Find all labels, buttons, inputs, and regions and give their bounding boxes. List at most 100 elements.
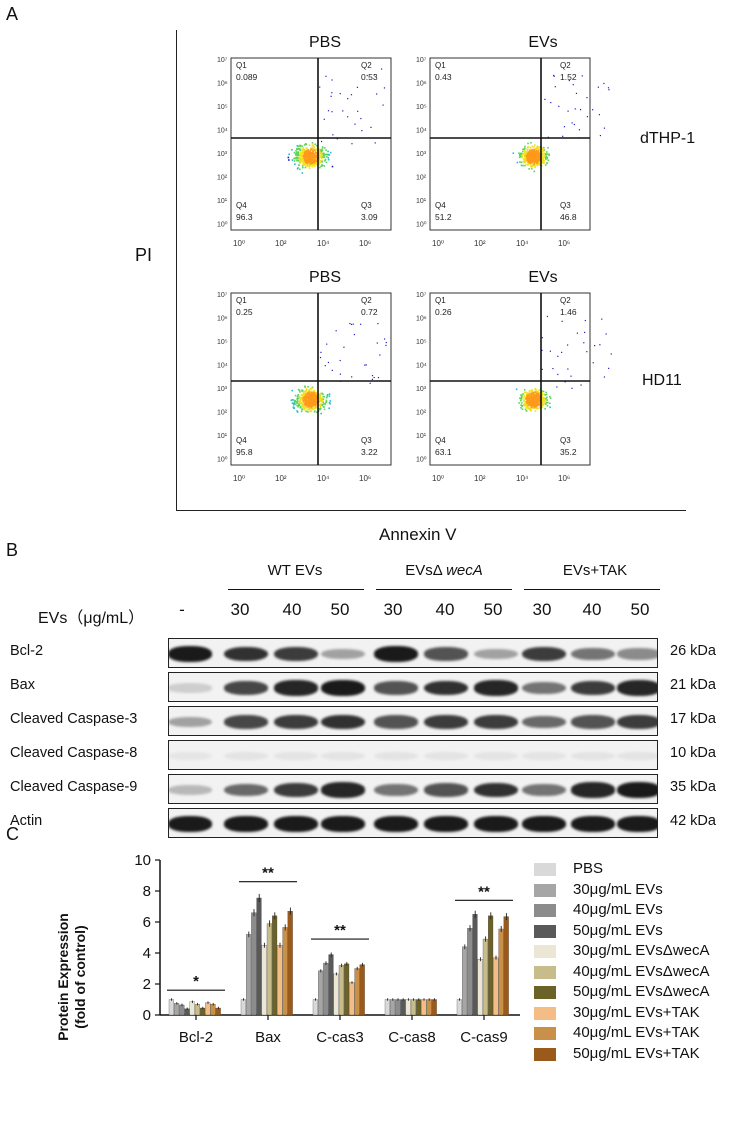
bar-2-1 [318, 970, 324, 1016]
y-tick-label: 10³ [217, 151, 228, 158]
blot-band [374, 816, 418, 832]
legend-label: 30μg/mL EVsΔwecA [573, 942, 710, 959]
bar-0-2 [179, 1004, 185, 1016]
blot-band [374, 715, 418, 729]
conc-label: 30 [532, 600, 552, 619]
quadrant-value: 0.43 [435, 72, 452, 82]
panel-a-border [176, 30, 177, 510]
bar-3-7 [421, 999, 427, 1016]
blot-band [374, 783, 418, 797]
blot-band [224, 715, 268, 729]
blot-band [571, 816, 615, 832]
y-tick-label: 10⁷ [217, 57, 228, 64]
x-tick-label: 10⁶ [359, 239, 371, 248]
quadrant-name: Q2 [560, 296, 571, 305]
bar-1-6 [272, 915, 278, 1016]
group-label-evs-delta: EVsΔ [405, 562, 442, 579]
quadrant-name: Q1 [435, 61, 446, 70]
quadrant-name: Q1 [236, 61, 247, 70]
x-tick-label: 10⁶ [359, 474, 371, 483]
blot-band [522, 681, 566, 695]
blot-strip [168, 706, 658, 736]
flow-plots: 10⁰ 10² 10⁴ 10⁶ 10⁷ 10⁶ 10⁵ 10⁴ 10³ 10² 10¹ 10⁰ Q1 0.… [217, 57, 612, 483]
y-tick-label: 10⁵ [217, 104, 228, 111]
blot-row-label: Cleaved Caspase-8 [10, 745, 138, 761]
y-tick-label: 10⁷ [416, 292, 427, 299]
blot-strip [168, 672, 658, 702]
blot-band [474, 648, 518, 660]
blot-band [474, 680, 518, 696]
legend-swatch [534, 1027, 556, 1040]
y-tick-label: 10² [416, 410, 427, 417]
blot-band [169, 816, 212, 832]
x-tick-label: 10² [474, 239, 486, 248]
blot-band [617, 714, 657, 730]
blot-band [522, 715, 566, 729]
y-tick-label: 6 [143, 914, 151, 931]
legend-swatch [534, 1047, 556, 1061]
bar-1-0 [240, 999, 246, 1016]
y-tick-label: 10⁰ [217, 456, 228, 464]
group-label-wt-evs: WT EVs [267, 562, 323, 579]
blot-band [321, 680, 365, 696]
blot-band [169, 785, 212, 795]
x-tick-label: 10⁶ [558, 239, 570, 248]
x-tick-label: 10⁰ [233, 239, 245, 248]
blot-band [274, 714, 318, 730]
x-tick-label: 10² [275, 239, 287, 248]
blot-band [474, 751, 518, 761]
quadrant-name: Q4 [435, 436, 446, 445]
significance-label: ** [334, 922, 346, 939]
blot-band [374, 646, 418, 662]
x-tick-label: Bax [255, 1029, 281, 1046]
blot-band [424, 647, 468, 661]
bar-1-1 [246, 934, 252, 1016]
y-tick-label: 10⁷ [416, 57, 427, 64]
quadrant-value: 95.8 [236, 447, 253, 457]
quadrant-value: 96.3 [236, 212, 253, 222]
quadrant-value: 0.25 [236, 307, 253, 317]
x-tick-label: 10⁴ [317, 239, 330, 248]
quadrant-name: Q4 [435, 201, 446, 210]
x-tick-label: 10² [275, 474, 287, 483]
conc-label: 40 [582, 600, 602, 619]
blot-band [617, 648, 657, 660]
y-tick-label: 10⁶ [416, 81, 427, 88]
y-tick-label: 10⁵ [416, 339, 427, 346]
quadrant-value: 51.2 [435, 212, 452, 222]
blot-band [424, 751, 468, 761]
blot-band [169, 683, 212, 693]
blot-band [617, 751, 657, 761]
bar-4-1 [462, 946, 468, 1016]
y-tick-label: 10⁵ [416, 104, 427, 111]
blot-strip [168, 740, 658, 770]
bar-3-2 [395, 999, 401, 1016]
quadrant-name: Q3 [361, 436, 372, 445]
x-tick-label: C-cas8 [388, 1029, 436, 1046]
bar-0-7 [205, 1002, 211, 1016]
x-axis-label: Annexin V [379, 525, 457, 544]
quadrant-value: 3.09 [361, 212, 378, 222]
y-tick-label: 10⁴ [416, 363, 427, 370]
group-line-wt-evs [228, 589, 364, 590]
quadrant-value: 63.1 [435, 447, 452, 457]
quadrant-name: Q1 [236, 296, 247, 305]
conc-label: 30 [230, 600, 250, 619]
blot-row-label: Actin [10, 813, 43, 829]
blot-strip [168, 774, 658, 804]
flow-plot-frame [429, 57, 591, 231]
bar-2-9 [359, 964, 365, 1016]
blot-band [424, 816, 468, 832]
blot-band [169, 751, 212, 761]
flow-plot-0: 10⁰ 10² 10⁴ 10⁶ 10⁷ 10⁶ 10⁵ 10⁴ 10³ 10² 10¹ 10⁰ Q1 0.… [217, 57, 392, 248]
y-tick-label: 10⁰ [217, 221, 228, 229]
y-tick-label: 10⁵ [217, 339, 228, 346]
x-tick-label: 10⁴ [516, 239, 529, 248]
blot-band [274, 816, 318, 832]
y-tick-label: 10³ [217, 386, 228, 393]
blot-band [617, 680, 657, 696]
x-tick-label: 10⁰ [432, 474, 444, 483]
blot-band [274, 751, 318, 761]
blot-band [274, 680, 318, 696]
